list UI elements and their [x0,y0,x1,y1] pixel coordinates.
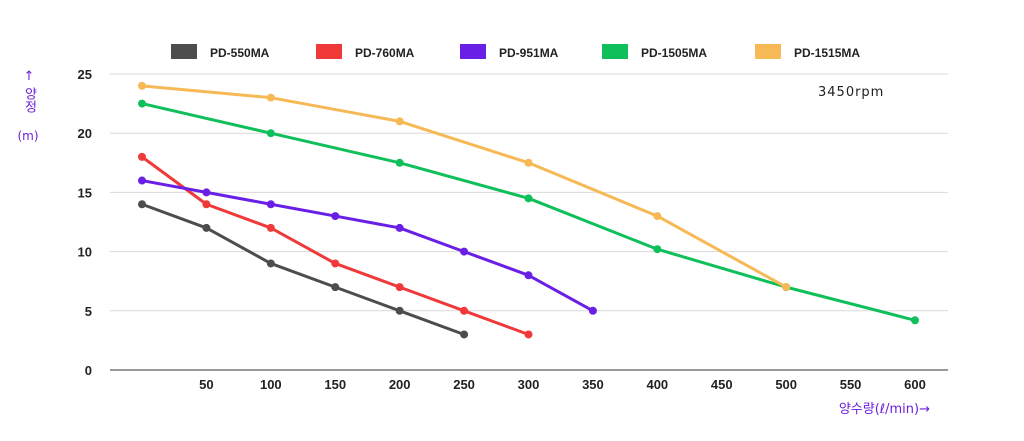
y-tick-label: 0 [85,363,92,378]
data-point [138,99,146,108]
series-PD-1515MA [138,81,791,292]
legend-item: PD-1515MA [755,44,860,60]
y-axis-label: 양정 [22,87,37,113]
data-point [266,259,275,268]
series-line [140,102,917,322]
x-tick-label: 200 [389,377,411,392]
legend: PD-550MA PD-760MA PD-951MA PD-1505MA PD-1515… [171,44,860,60]
series-line [140,179,595,313]
data-point [524,330,533,339]
data-point [524,194,533,203]
legend-swatch [460,44,486,59]
x-tick-label: 500 [775,377,797,392]
series-PD-760MA [138,152,533,339]
data-point [202,188,211,197]
data-point [460,247,469,256]
series-PD-550MA [138,200,469,339]
x-tick-label: 300 [518,377,540,392]
legend-swatch [602,44,628,59]
y-tick-label: 5 [85,304,92,319]
x-tick-label: 350 [582,377,604,392]
x-tick-label: 550 [840,377,862,392]
data-point [331,283,340,292]
legend-swatch [316,44,342,59]
data-point [266,223,275,232]
data-point [138,200,146,209]
data-point [138,176,146,185]
data-point [138,81,146,90]
x-tick-label: 100 [260,377,282,392]
y-axis-title: ↑ 양정 (m) [17,69,38,143]
data-point [653,212,662,221]
y-tick-label: 15 [78,185,92,200]
legend-item: PD-1505MA [602,44,707,60]
data-point [911,316,919,325]
data-point [202,200,211,209]
axes: 0 5 10 15 20 25 50 100 150 200 250 300 350 400 450 500 5… [78,67,948,392]
legend-label: PD-1515MA [794,46,860,60]
legend-label: PD-760MA [355,46,415,60]
series-line [140,202,466,336]
data-point [266,200,275,209]
x-axis-label: 양수량(ℓ/min)→ [839,402,930,417]
data-point [653,245,662,254]
data-point [202,223,211,232]
series-layer [138,81,919,339]
y-axis-arrow: ↑ [24,69,35,84]
x-tick-label: 150 [324,377,346,392]
x-tick-label: 600 [904,377,926,392]
series-line [140,84,788,289]
data-point [266,129,275,138]
series-PD-951MA [138,176,597,315]
data-point [138,152,146,161]
data-point [266,93,275,102]
legend-label: PD-550MA [210,46,270,60]
legend-swatch [171,44,197,59]
data-point [331,212,340,221]
data-point [395,223,404,232]
data-point [588,306,597,315]
legend-label: PD-951MA [499,46,559,60]
y-tick-label: 20 [78,126,92,141]
legend-item: PD-760MA [316,44,415,60]
legend-item: PD-951MA [460,44,559,60]
data-point [460,330,469,339]
legend-item: PD-550MA [171,44,270,60]
data-point [782,283,791,292]
data-point [395,306,404,315]
legend-label: PD-1505MA [641,46,707,60]
data-point [395,117,404,126]
data-point [331,259,340,268]
data-point [524,271,533,280]
x-tick-label: 250 [453,377,475,392]
y-tick-label: 10 [78,245,92,260]
data-point [395,283,404,292]
y-tick-label: 25 [78,67,92,82]
x-tick-label: 450 [711,377,733,392]
legend-swatch [755,44,781,59]
y-axis-unit: (m) [17,129,38,143]
annotation-rpm: 3450rpm [818,85,884,100]
x-tick-label: 50 [199,377,213,392]
data-point [395,158,404,167]
x-tick-label: 400 [646,377,668,392]
data-point [460,306,469,315]
data-point [524,158,533,167]
